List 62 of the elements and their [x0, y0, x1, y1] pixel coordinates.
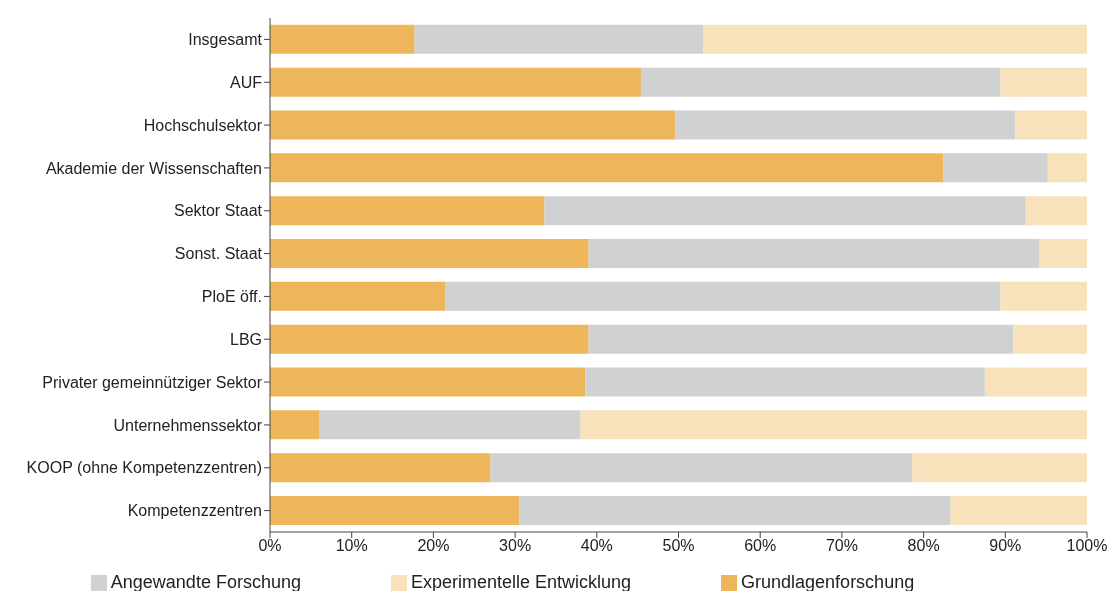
bar [984, 367, 1087, 397]
y-tick-label: KOOP (ohne Kompetenzzentren) [26, 459, 262, 477]
y-tick-label: AUF [230, 73, 263, 91]
bar [1047, 153, 1087, 183]
y-tick-label: Sonst. Staat [174, 245, 263, 263]
x-tick-label: 80% [907, 537, 940, 555]
bar [270, 281, 446, 311]
bar [270, 324, 589, 354]
bar [270, 67, 641, 97]
bar [544, 196, 1026, 226]
y-tick-label: Sektor Staat [173, 202, 263, 220]
x-tick-label: 20% [417, 537, 450, 555]
bar [912, 453, 1087, 483]
x-tick-label: 10% [335, 537, 368, 555]
bar [270, 153, 944, 183]
bar [270, 410, 320, 440]
bar [703, 24, 1087, 54]
bar [270, 367, 586, 397]
bar [588, 239, 1040, 269]
bar [1025, 196, 1087, 226]
y-tick-label: Kompetenzzentren [127, 502, 262, 520]
bar [270, 239, 589, 269]
bar [1013, 324, 1087, 354]
bar [414, 24, 704, 54]
bar [943, 153, 1048, 183]
bar [675, 110, 1016, 140]
bar [519, 496, 951, 526]
x-tick-label: 100% [1066, 537, 1108, 555]
legend-label: Angewandte Forschung [110, 572, 301, 591]
y-tick-label: Unternehmenssektor [113, 416, 263, 434]
x-tick-label: 40% [580, 537, 613, 555]
bar [270, 196, 545, 226]
bar [585, 367, 985, 397]
y-tick-label: LBG [229, 330, 262, 348]
y-tick-label: Akademie der Wissenschaften [45, 159, 262, 177]
x-tick-label: 90% [989, 537, 1022, 555]
bar [1015, 110, 1087, 140]
y-tick-label: PloE öff. [201, 288, 262, 306]
bar [270, 24, 415, 54]
y-tick-label: Hochschulsektor [143, 116, 263, 134]
bar [270, 453, 491, 483]
x-tick-label: 50% [662, 537, 695, 555]
bar [1000, 67, 1087, 97]
legend-label: Grundlagenforschung [741, 572, 915, 591]
legend-label: Experimentelle Entwicklung [410, 572, 632, 591]
x-tick-label: 60% [744, 537, 777, 555]
bar [1039, 239, 1087, 269]
bar [490, 453, 913, 483]
y-tick-label: Insgesamt [188, 31, 263, 49]
bar [270, 110, 676, 140]
bar [588, 324, 1014, 354]
bar [1000, 281, 1087, 311]
x-tick-label: 70% [825, 537, 858, 555]
x-tick-label: 30% [499, 537, 532, 555]
bar [319, 410, 581, 440]
bar [950, 496, 1087, 526]
x-tick-label: 0% [258, 537, 282, 555]
y-tick-label: Privater gemeinnütziger Sektor [42, 373, 263, 391]
bar [270, 496, 520, 526]
bar [640, 67, 1001, 97]
bar [445, 281, 1001, 311]
bar [580, 410, 1087, 440]
